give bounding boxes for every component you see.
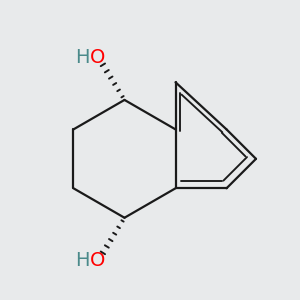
Text: O: O <box>90 251 106 270</box>
Text: H: H <box>75 251 89 270</box>
Text: O: O <box>90 48 106 67</box>
Text: H: H <box>75 48 89 67</box>
